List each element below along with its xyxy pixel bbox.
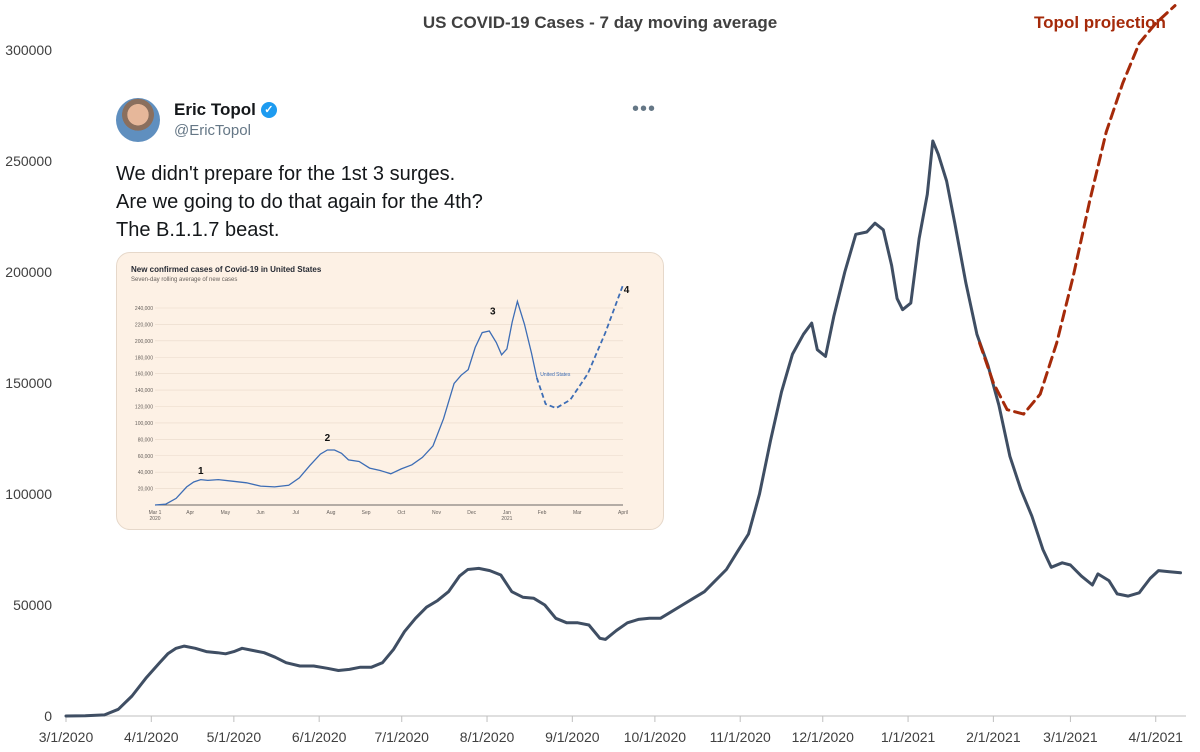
inset-x-tick-label: Jun: [257, 510, 265, 516]
inset-x-tick-label: Dec: [467, 510, 476, 516]
x-tick-label: 5/1/2020: [207, 729, 262, 745]
x-tick-label: 8/1/2020: [460, 729, 515, 745]
inset-x-tick-label: Jul: [293, 510, 299, 516]
inset-y-tick-label: 180,000: [135, 355, 153, 361]
tweet-media-image[interactable]: New confirmed cases of Covid-19 in Unite…: [116, 252, 664, 530]
inset-chart: 20,00040,00060,00080,000100,000120,00014…: [135, 284, 630, 522]
inset-projection-line: [535, 284, 624, 410]
inset-x-tick-label: April: [618, 510, 628, 516]
topol-projection-line: [978, 4, 1177, 416]
inset-y-tick-label: 80,000: [138, 437, 154, 443]
inset-y-tick-label: 20,000: [138, 487, 154, 493]
inset-surge-annotation: 3: [490, 307, 496, 318]
x-axis-ticks: 3/1/2020 4/1/2020 5/1/2020 6/1/2020 7/1/2020…: [39, 716, 1183, 745]
inset-x-tick-label: Oct: [397, 510, 405, 516]
x-tick-label: 4/1/2021: [1128, 729, 1183, 745]
tweet-author[interactable]: Eric Topol ✓: [174, 100, 277, 120]
tweet-text-line: The B.1.1.7 beast.: [116, 219, 280, 241]
y-axis-ticks: 0 50000 100000 150000 200000 250000 300000: [5, 42, 52, 724]
x-tick-label: 10/1/2020: [624, 729, 686, 745]
tweet-text-line: Are we going to do that again for the 4t…: [116, 191, 483, 213]
inset-y-tick-label: 200,000: [135, 339, 153, 345]
inset-y-tick-label: 220,000: [135, 322, 153, 328]
y-tick-label: 150000: [5, 375, 52, 391]
inset-surge-annotation: 2: [325, 433, 331, 444]
inset-chart-subtitle: Seven-day rolling average of new cases: [131, 277, 238, 283]
inset-y-tick-label: 240,000: [135, 306, 153, 312]
y-tick-label: 100000: [5, 486, 52, 502]
inset-chart-title: New confirmed cases of Covid-19 in Unite…: [131, 265, 322, 274]
x-tick-label: 1/1/2021: [881, 729, 936, 745]
inset-surge-annotation: 4: [624, 285, 630, 296]
chart-title: US COVID-19 Cases - 7 day moving average: [423, 13, 777, 32]
inset-x-tick-label: Sep: [362, 510, 371, 516]
y-tick-label: 300000: [5, 42, 52, 58]
x-tick-label: 9/1/2020: [545, 729, 600, 745]
inset-y-tick-label: 140,000: [135, 388, 153, 394]
x-tick-label: 3/1/2021: [1043, 729, 1098, 745]
x-tick-label: 12/1/2020: [792, 729, 854, 745]
more-options-icon[interactable]: •••: [631, 98, 656, 120]
verified-badge-icon: ✓: [260, 102, 277, 118]
embedded-tweet: Eric Topol ✓ @EricTopol ••• We didn't pr…: [110, 92, 670, 532]
inset-series-label: United States: [540, 372, 571, 378]
y-tick-label: 0: [44, 708, 52, 724]
inset-y-tick-label: 60,000: [138, 454, 154, 460]
author-handle[interactable]: @EricTopol: [174, 122, 251, 139]
inset-y-tick-label: 160,000: [135, 372, 153, 378]
inset-x-tick-year: 2020: [149, 516, 160, 522]
inset-x-tick-label: Apr: [186, 510, 194, 516]
inset-x-tick-label: Mar: [573, 510, 582, 516]
avatar[interactable]: [116, 98, 160, 142]
x-tick-label: 7/1/2020: [374, 729, 429, 745]
tweet-text-line: We didn't prepare for the 1st 3 surges.: [116, 163, 456, 185]
y-tick-label: 200000: [5, 264, 52, 280]
inset-x-tick-label: May: [221, 510, 231, 516]
x-tick-label: 3/1/2020: [39, 729, 94, 745]
tweet-text: We didn't prepare for the 1st 3 surges. …: [116, 160, 483, 244]
inset-x-tick-label: Aug: [326, 510, 335, 516]
x-tick-label: 2/1/2021: [966, 729, 1021, 745]
inset-series-line: [154, 298, 538, 506]
inset-surge-annotation: 1: [198, 466, 204, 477]
inset-y-tick-label: 120,000: [135, 405, 153, 411]
inset-x-tick-label: Mar 1: [149, 510, 162, 516]
projection-label: Topol projection: [1034, 13, 1166, 32]
inset-x-tick-label: Jan: [503, 510, 511, 516]
x-tick-label: 6/1/2020: [292, 729, 347, 745]
inset-y-tick-label: 40,000: [138, 470, 154, 476]
y-tick-label: 250000: [5, 153, 52, 169]
cases-series-line: [64, 139, 1182, 718]
author-name: Eric Topol: [174, 100, 256, 119]
x-tick-label: 11/1/2020: [710, 729, 771, 745]
x-tick-label: 4/1/2020: [124, 729, 179, 745]
inset-x-tick-year: 2021: [501, 516, 512, 522]
inset-x-tick-label: Feb: [538, 510, 547, 516]
y-tick-label: 50000: [13, 597, 52, 613]
inset-y-tick-label: 100,000: [135, 421, 153, 427]
inset-x-tick-label: Nov: [432, 510, 441, 516]
